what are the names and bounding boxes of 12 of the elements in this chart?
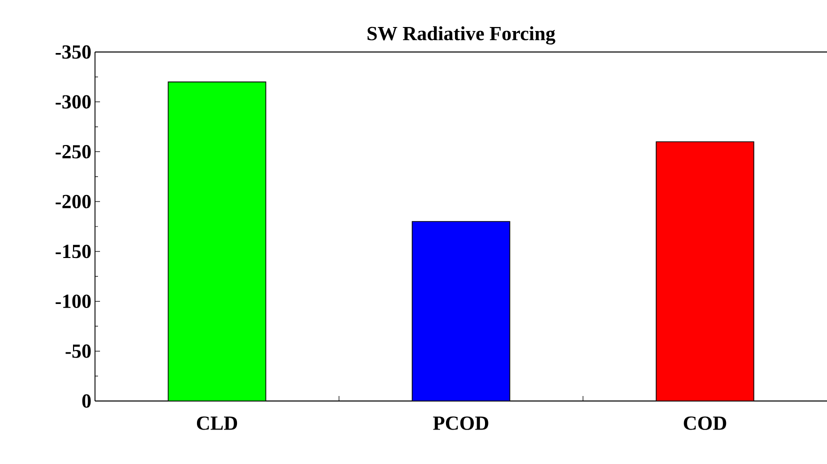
y-tick-label: -150	[56, 244, 91, 258]
x-tick-label: PCOD	[433, 416, 488, 430]
y-tick-label: -100	[56, 294, 91, 308]
y-tick-label: -300	[56, 95, 91, 109]
x-tick-label: COD	[684, 416, 726, 430]
y-tick-label: 0	[82, 394, 91, 408]
x-tick-label: CLD	[196, 416, 238, 430]
y-tick-label: -250	[56, 144, 91, 158]
chart-title: SW Radiative Forcing	[368, 26, 556, 44]
y-tick-label: -350	[56, 45, 91, 59]
y-tick-label: -200	[56, 194, 91, 208]
y-tick-label: -50	[66, 344, 91, 358]
